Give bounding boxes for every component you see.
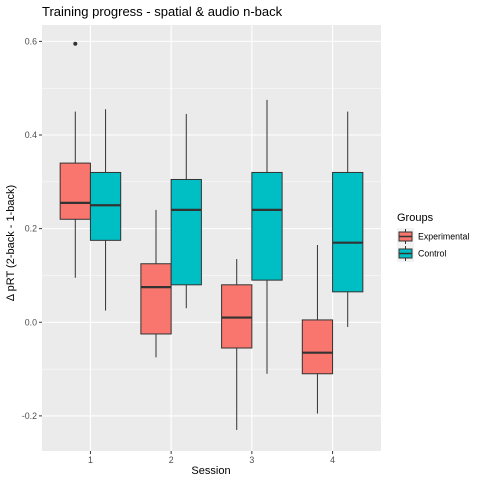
legend-title: Groups <box>397 212 434 224</box>
x-axis: 1 2 3 4 <box>88 451 335 465</box>
box-experimental <box>59 162 91 220</box>
x-axis-title: Session <box>191 465 230 477</box>
box-experimental <box>301 319 334 375</box>
box-control <box>170 178 202 286</box>
legend: Groups Experimental Control <box>397 212 469 262</box>
box-control <box>332 171 364 293</box>
x-tick-label: 2 <box>169 455 174 465</box>
legend-label-experimental: Experimental <box>418 232 469 242</box>
outlier-point <box>73 41 78 46</box>
x-tick-label: 3 <box>249 455 254 465</box>
y-tick-label: -0.2 <box>22 411 37 421</box>
box-control <box>89 171 122 241</box>
x-tick-label: 1 <box>88 455 93 465</box>
y-tick-label: 0.2 <box>25 224 37 234</box>
y-tick-label: 0.6 <box>25 36 37 46</box>
box-experimental <box>140 263 172 335</box>
chart-title: Training progress - spatial & audio n-ba… <box>42 4 283 19</box>
legend-label-control: Control <box>418 249 446 259</box>
y-tick-label: 0.4 <box>25 130 37 140</box>
box-experimental <box>221 284 253 349</box>
x-tick-label: 4 <box>330 455 335 465</box>
y-tick-label: 0.0 <box>25 317 37 327</box>
y-axis-title: Δ pRT (2-back - 1-back) <box>5 185 17 301</box>
y-axis: -0.2 0.0 0.2 0.4 0.6 <box>22 36 42 421</box>
box-series <box>59 41 364 430</box>
box-control <box>251 171 283 281</box>
